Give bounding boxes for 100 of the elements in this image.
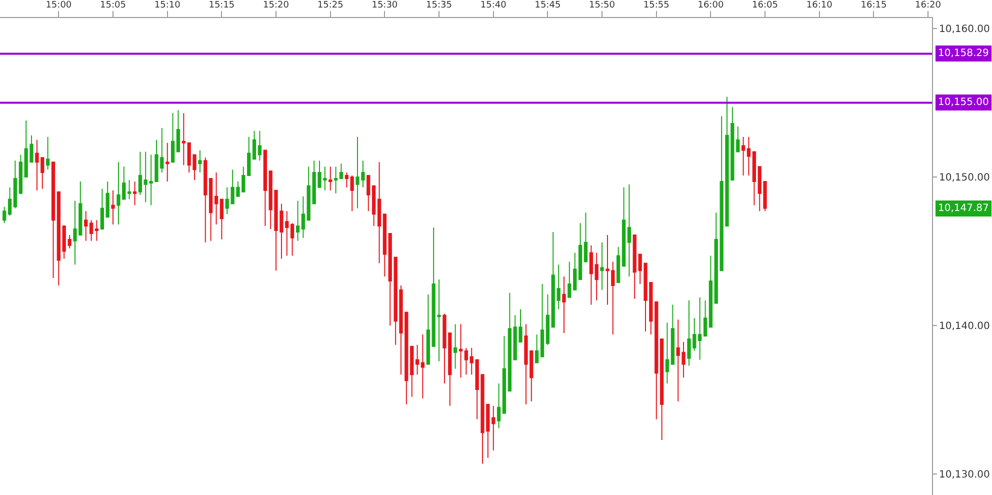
y-tick-label: 10,140.00 <box>939 321 990 332</box>
candlestick <box>100 188 104 230</box>
candlestick <box>306 166 310 221</box>
candlestick <box>584 212 588 262</box>
candlestick <box>546 294 550 346</box>
x-tick-label: 15:00 <box>46 0 72 10</box>
x-tick-label: 15:05 <box>100 0 126 10</box>
x-tick-label: 16:20 <box>915 0 942 10</box>
x-tick-label: 15:40 <box>480 0 507 10</box>
candlestick <box>703 300 708 336</box>
x-tick-label: 15:25 <box>317 0 344 10</box>
candlestick <box>144 151 148 203</box>
candlestick <box>214 172 218 226</box>
candlestick <box>508 292 512 392</box>
x-tick-label: 16:15 <box>860 0 887 10</box>
candlestick <box>301 196 306 238</box>
candlestick <box>382 214 387 278</box>
x-tick-label: 15:35 <box>426 0 452 10</box>
x-tick-label: 15:50 <box>589 0 616 10</box>
candlestick <box>166 142 170 182</box>
candlestick <box>736 126 740 152</box>
candlestick <box>263 150 267 227</box>
candlestick <box>366 175 370 212</box>
candlestick <box>594 252 598 301</box>
candlestick <box>198 150 202 174</box>
x-tick-label: 15:45 <box>534 0 561 10</box>
candlestick <box>496 383 501 429</box>
candlestick <box>568 261 572 298</box>
y-tick-label: 10,130.00 <box>939 470 990 481</box>
candlestick <box>551 231 555 328</box>
candlestick <box>51 162 56 279</box>
candlestick <box>746 136 751 176</box>
candlestick <box>589 244 594 306</box>
candlestick <box>578 222 582 280</box>
candlestick <box>622 186 626 267</box>
candlestick <box>453 324 458 370</box>
x-tick-label: 15:15 <box>208 0 235 10</box>
x-tick-label: 16:00 <box>698 0 724 10</box>
candlestick <box>632 234 636 300</box>
candlestick <box>13 160 18 209</box>
ref-line-label: 10,158.29 <box>938 48 989 59</box>
candlestick <box>334 166 338 194</box>
candlestick <box>708 255 713 328</box>
candlestick <box>698 296 702 360</box>
y-tick-label: 10,150.00 <box>939 172 990 184</box>
candlestick <box>660 338 664 441</box>
candlestick <box>8 186 12 216</box>
candlestick <box>600 242 604 290</box>
candlestick <box>470 347 474 376</box>
x-tick-label: 15:30 <box>372 0 398 10</box>
candlestick <box>339 163 344 179</box>
x-tick-label: 16:05 <box>752 0 778 10</box>
candlestick <box>752 151 756 206</box>
candlestick <box>204 157 208 243</box>
candlestick <box>170 112 175 163</box>
x-tick-label: 15:10 <box>154 0 181 10</box>
candlestick <box>350 175 354 212</box>
candlestick <box>458 324 463 378</box>
candlestick <box>415 344 420 376</box>
candlestick <box>46 136 50 170</box>
x-tick-label: 15:55 <box>643 0 670 10</box>
candlestick <box>372 185 376 227</box>
candlestick <box>2 206 6 224</box>
candlestick <box>94 220 99 242</box>
candlestick <box>84 210 88 242</box>
candlestick <box>665 322 670 384</box>
y-tick-label: 10,160.00 <box>939 24 990 35</box>
candlestick <box>556 264 560 310</box>
x-tick-label: 15:20 <box>263 0 290 10</box>
candlestick <box>741 136 746 176</box>
candlestick <box>258 130 262 162</box>
candlestick <box>420 334 425 399</box>
candlestick <box>296 200 300 242</box>
candlestick <box>328 166 332 191</box>
candlestick <box>208 178 213 242</box>
ref-line-label: 10,155.00 <box>938 97 989 108</box>
candlestick <box>132 180 137 206</box>
candlestick <box>252 130 256 160</box>
candlestick <box>410 346 414 398</box>
candlestick <box>138 151 142 196</box>
candlestick <box>220 198 224 240</box>
candlestick <box>127 179 132 200</box>
candlestick <box>562 276 566 334</box>
candlestick <box>377 162 382 264</box>
candlestick <box>502 336 506 414</box>
text: 10,147.87 <box>938 203 989 214</box>
candlestick <box>534 334 539 364</box>
candlestick <box>89 220 94 242</box>
candlestick <box>616 246 620 283</box>
candlestick <box>540 283 544 358</box>
candlestick <box>670 304 675 365</box>
x-tick-label: 16:10 <box>806 0 833 10</box>
candlestick <box>654 301 658 420</box>
candlestick <box>290 222 294 256</box>
candlestick <box>111 190 115 226</box>
candlestick <box>247 136 251 176</box>
candlestick <box>344 172 349 188</box>
candlestick <box>106 180 110 218</box>
candlestick <box>573 252 577 290</box>
candlestick <box>492 405 496 451</box>
